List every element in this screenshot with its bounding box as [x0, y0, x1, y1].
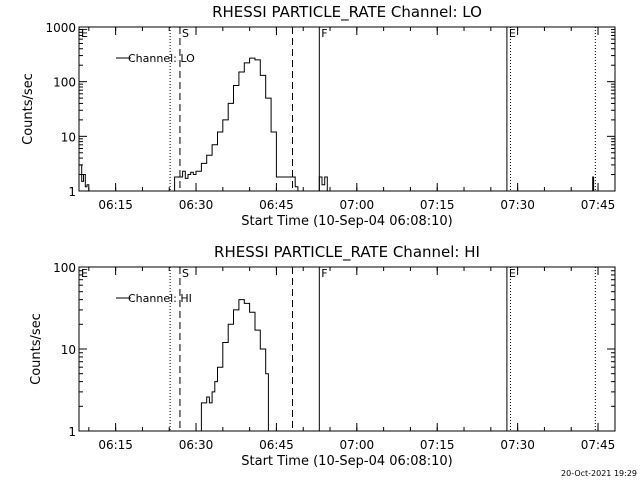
- y-tick-label: 1: [68, 185, 76, 199]
- plot-title: RHESSI PARTICLE_RATE Channel: LO: [212, 3, 482, 22]
- x-tick-label: 06:15: [98, 438, 133, 452]
- marker-letter: E: [509, 27, 516, 40]
- marker-letter: S: [182, 267, 189, 280]
- x-tick-label: 06:30: [179, 438, 214, 452]
- generation-timestamp: 20-Oct-2021 19:29: [561, 469, 637, 478]
- axis-ticks: 06:15 06:30 06:45 07:00 07:15 07:30 07:45 1 10 10…: [53, 261, 615, 452]
- x-axis-label: Start Time (10-Sep-04 06:08:10): [241, 214, 452, 229]
- x-tick-label: 07:15: [420, 438, 455, 452]
- x-tick-label: 06:30: [179, 198, 214, 212]
- hi-channel-plot: RHESSI PARTICLE_RATE Channel: HI 06:15 06…: [29, 243, 616, 469]
- x-tick-label: 06:15: [98, 198, 133, 212]
- data-series: [79, 57, 595, 192]
- marker-letter: E: [509, 267, 516, 280]
- event-markers: S F EE: [81, 267, 596, 431]
- y-tick-label: 100: [53, 261, 76, 275]
- y-tick-label: 100: [53, 76, 76, 90]
- marker-letter: E: [81, 27, 88, 40]
- x-tick-label: 07:00: [340, 198, 375, 212]
- marker-letter: S: [182, 27, 189, 40]
- plot-title: RHESSI PARTICLE_RATE Channel: HI: [214, 243, 480, 262]
- y-axis-label: Counts/sec: [21, 73, 36, 145]
- legend: Channel: LO: [116, 52, 195, 65]
- x-tick-label: 07:30: [500, 438, 535, 452]
- x-axis-label: Start Time (10-Sep-04 06:08:10): [241, 454, 452, 469]
- y-tick-label: 10: [61, 130, 76, 144]
- event-markers: S F EE: [81, 27, 596, 191]
- x-tick-label: 06:45: [259, 198, 294, 212]
- legend-label: Channel: HI: [128, 292, 192, 305]
- marker-letter: F: [321, 267, 327, 280]
- x-tick-label: 07:45: [581, 198, 616, 212]
- legend-label: Channel: LO: [128, 52, 195, 65]
- y-tick-label: 1000: [45, 21, 76, 35]
- series-line: [79, 57, 595, 192]
- y-tick-label: 10: [61, 343, 76, 357]
- x-tick-label: 07:30: [500, 198, 535, 212]
- legend: Channel: HI: [116, 292, 192, 305]
- x-tick-label: 07:45: [581, 438, 616, 452]
- x-tick-label: 07:00: [340, 438, 375, 452]
- y-tick-label: 1: [68, 425, 76, 439]
- marker-letter: F: [321, 27, 327, 40]
- lo-channel-plot: RHESSI PARTICLE_RATE Channel: LO 06:15 06…: [21, 3, 616, 229]
- x-tick-label: 07:15: [420, 198, 455, 212]
- y-axis-label: Counts/sec: [29, 313, 44, 385]
- axis-ticks: 06:15 06:30 06:45 07:00 07:15 07:30 07:45 1 10 10…: [45, 21, 615, 212]
- marker-letter: E: [81, 267, 88, 280]
- data-series: [190, 299, 269, 432]
- series-line: [190, 299, 269, 432]
- x-tick-label: 06:45: [259, 438, 294, 452]
